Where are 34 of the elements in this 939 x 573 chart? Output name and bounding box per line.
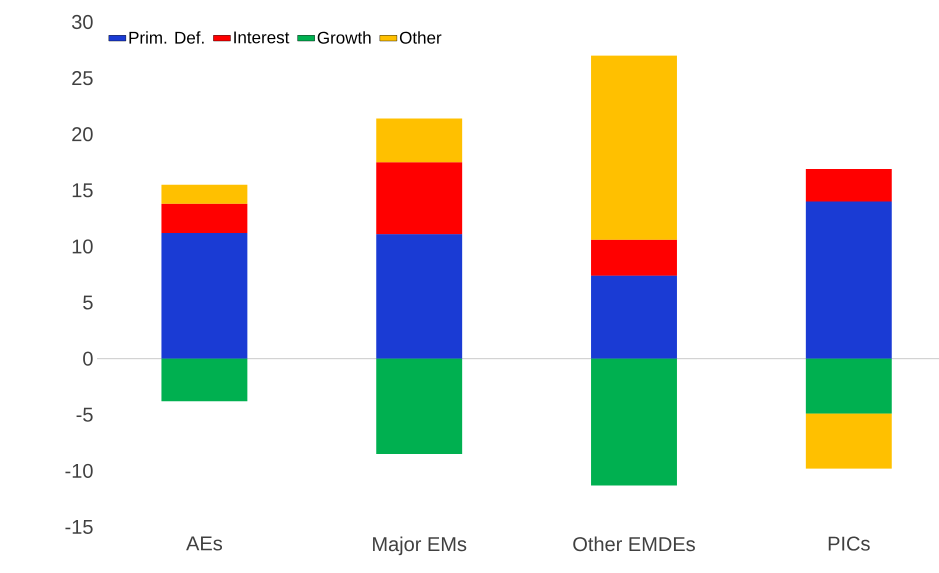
bar [806,414,892,469]
bar [591,276,677,359]
bar [806,358,892,414]
y-tick-label: 20 [72,127,93,142]
bar [376,118,462,162]
bar [376,162,462,234]
y-tick-label: -5 [76,408,93,422]
y-tick-label: 15 [72,183,93,198]
legend-label: Growth [318,31,371,44]
y-tick-label: 5 [83,296,93,310]
y-tick-label: -10 [65,464,93,478]
legend-label: Prim. Def. [129,31,204,44]
bar [161,204,248,233]
bar [161,232,248,359]
x-tick-label: PICs [828,536,870,551]
bar [806,202,892,359]
y-tick-label: 10 [72,239,93,254]
bar [376,234,462,359]
x-tick-label: AEs [186,536,222,550]
y-tick-label: 25 [72,71,93,86]
bar [161,358,248,402]
bar [806,169,892,202]
bar [591,240,677,276]
legend-label: Interest [234,32,290,44]
x-tick-label: Other EMDEs [573,536,695,552]
bar [591,358,677,486]
y-tick-label: 30 [72,14,93,30]
x-tick-label: Major EMs [373,536,466,556]
bar [591,56,677,240]
bar [376,358,462,454]
legend-label: Other [400,31,442,44]
y-tick-label: 0 [83,352,93,366]
y-tick-label: -15 [65,520,93,534]
bar [161,184,248,204]
